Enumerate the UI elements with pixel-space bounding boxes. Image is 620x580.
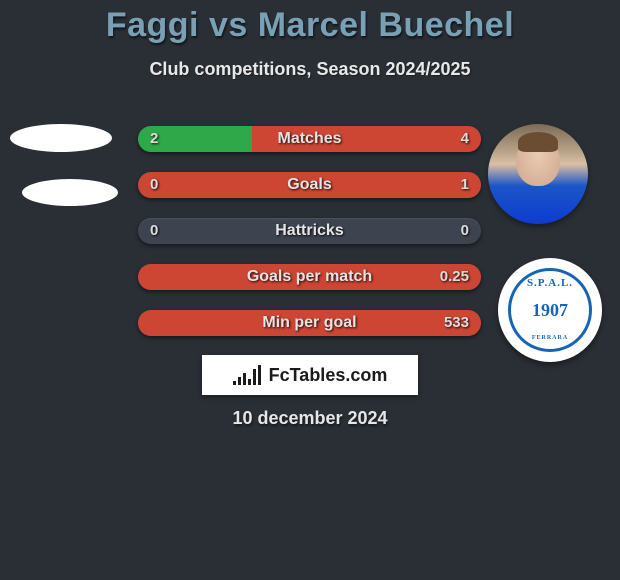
stat-value-right: 0 — [461, 218, 469, 244]
stat-row: Hattricks0 0 — [138, 218, 481, 244]
mini-bar — [243, 373, 246, 385]
mini-bar — [238, 377, 241, 385]
stat-row: Min per goal533 — [138, 310, 481, 336]
stat-label: Min per goal — [138, 310, 481, 336]
date-label: 10 december 2024 — [0, 408, 620, 429]
stat-row: Matches2 4 — [138, 126, 481, 152]
stat-value-left: 0 — [150, 172, 158, 198]
club-badge-top: S.P.A.L. — [521, 277, 579, 289]
mini-bar — [233, 381, 236, 385]
stat-label: Hattricks — [138, 218, 481, 244]
mini-bar — [258, 365, 261, 385]
stat-label: Matches — [138, 126, 481, 152]
mini-bar — [253, 369, 256, 385]
stat-row: Goals per match0.25 — [138, 264, 481, 290]
page-title: Faggi vs Marcel Buechel — [0, 0, 620, 45]
fctables-logo-text: FcTables.com — [269, 365, 388, 386]
club-left-placeholder — [22, 179, 118, 206]
stat-value-right: 1 — [461, 172, 469, 198]
club-badge-bottom: FERRARA — [521, 335, 579, 341]
stat-row: Goals0 1 — [138, 172, 481, 198]
player-left-placeholder — [10, 124, 112, 152]
stat-value-left: 0 — [150, 218, 158, 244]
stats-bars: Matches24Goals01Hattricks00Goals per mat… — [138, 126, 481, 356]
stat-label: Goals per match — [138, 264, 481, 290]
stat-label: Goals — [138, 172, 481, 198]
stat-value-left: 2 — [150, 126, 158, 152]
stat-value-right: 533 — [444, 310, 469, 336]
subtitle: Club competitions, Season 2024/2025 — [0, 59, 620, 80]
mini-bar — [248, 379, 251, 385]
club-right-badge: S.P.A.L. 1907 FERRARA — [498, 258, 602, 362]
stat-value-right: 0.25 — [440, 264, 469, 290]
bar-chart-icon — [233, 365, 261, 385]
fctables-logo[interactable]: FcTables.com — [202, 355, 418, 395]
club-badge-year: 1907 — [532, 300, 568, 321]
player-right-photo — [488, 124, 588, 224]
club-badge-inner: S.P.A.L. 1907 FERRARA — [508, 268, 592, 352]
stat-value-right: 4 — [461, 126, 469, 152]
